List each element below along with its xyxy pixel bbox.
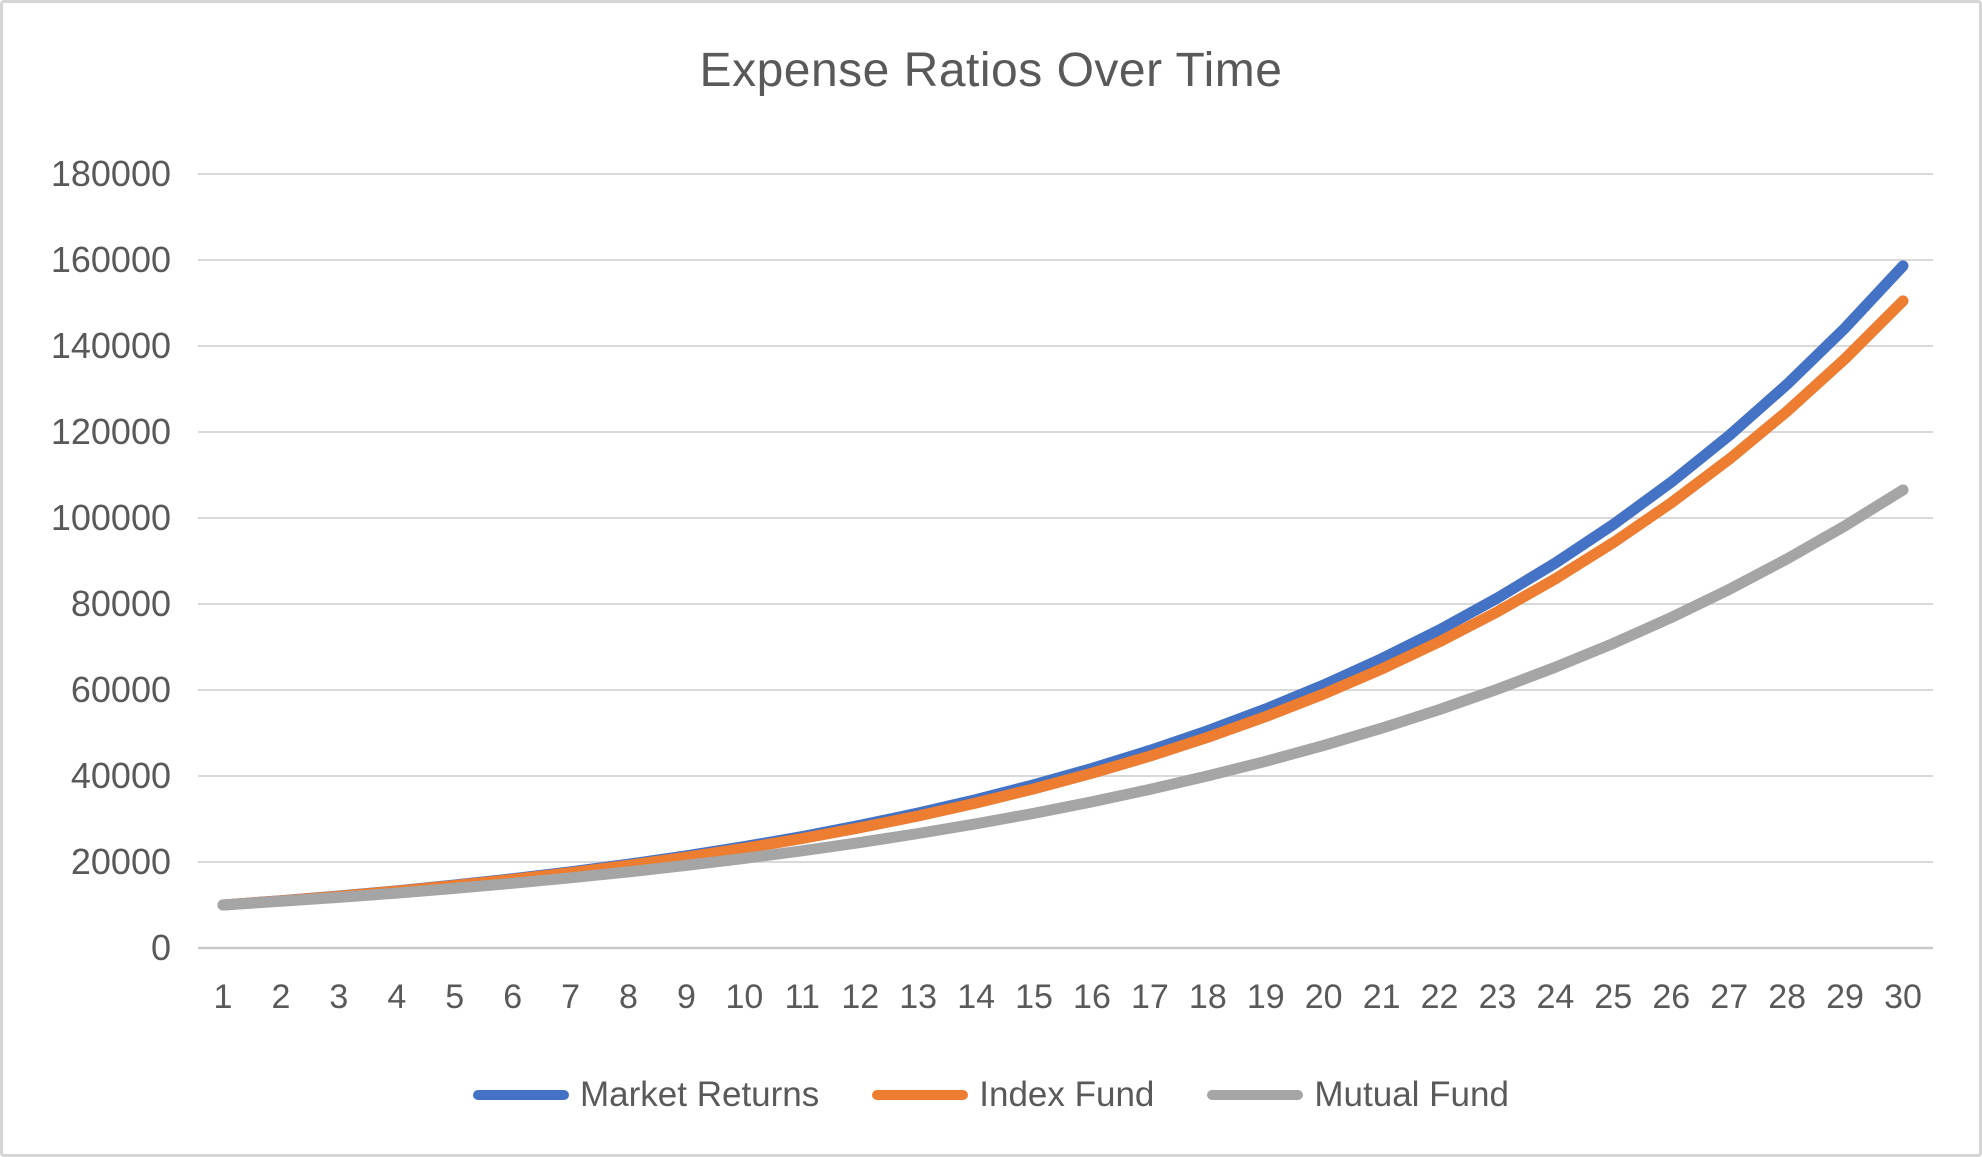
x-tick-label: 2	[271, 978, 290, 1016]
x-tick-label: 4	[387, 978, 406, 1016]
y-tick-label: 180000	[51, 153, 171, 194]
x-tick-label: 25	[1594, 978, 1632, 1016]
plot-area: 0 20000 40000 60000 80000 100000 120000 140000 1…	[51, 153, 1933, 1016]
y-tick-label: 140000	[51, 325, 171, 366]
legend-item-mutual-fund: Mutual Fund	[1207, 1075, 1509, 1115]
x-tick-label: 13	[899, 978, 937, 1016]
legend-item-index-fund: Index Fund	[872, 1075, 1154, 1115]
chart-title: Expense Ratios Over Time	[699, 44, 1283, 97]
x-tick-label: 28	[1768, 978, 1806, 1016]
x-tick-label: 17	[1131, 978, 1169, 1016]
y-tick-label: 20000	[71, 841, 171, 882]
legend-swatch-index-fund	[872, 1090, 969, 1100]
x-tick-label: 18	[1189, 978, 1227, 1016]
x-tick-label: 8	[619, 978, 638, 1016]
y-tick-label: 40000	[71, 755, 171, 796]
x-tick-label: 22	[1421, 978, 1459, 1016]
x-tick-label: 29	[1826, 978, 1864, 1016]
x-tick-label: 12	[841, 978, 879, 1016]
x-tick-label: 3	[329, 978, 348, 1016]
x-tick-label: 19	[1247, 978, 1285, 1016]
legend-swatch-mutual-fund	[1207, 1090, 1304, 1100]
x-tick-label: 27	[1710, 978, 1748, 1016]
x-tick-label: 1	[214, 978, 233, 1016]
x-tick-label: 9	[677, 978, 696, 1016]
x-tick-label: 26	[1652, 978, 1690, 1016]
y-tick-label: 0	[151, 927, 171, 968]
y-tick-label: 100000	[51, 497, 171, 538]
y-tick-label: 80000	[71, 583, 171, 624]
legend-label-market-returns: Market Returns	[580, 1075, 820, 1114]
x-tick-label: 10	[725, 978, 763, 1016]
x-tick-label: 14	[957, 978, 995, 1016]
y-tick-label: 60000	[71, 669, 171, 710]
legend: Market Returns Index Fund Mutual Fund	[3, 1071, 1979, 1119]
legend-swatch-market-returns	[473, 1090, 570, 1100]
x-tick-label: 15	[1015, 978, 1053, 1016]
x-tick-label: 16	[1073, 978, 1111, 1016]
series-line-mutual-fund	[217, 484, 1909, 911]
x-tick-label: 21	[1363, 978, 1401, 1016]
x-tick-label: 7	[561, 978, 580, 1016]
x-tick-label: 30	[1884, 978, 1922, 1016]
x-tick-label: 23	[1479, 978, 1517, 1016]
x-tick-label: 24	[1536, 978, 1574, 1016]
legend-item-market-returns: Market Returns	[473, 1075, 819, 1115]
x-tick-label: 11	[785, 978, 820, 1016]
series-line-index-fund	[217, 295, 1909, 911]
y-tick-label: 120000	[51, 411, 171, 452]
x-tick-label: 6	[503, 978, 522, 1016]
x-tick-label: 20	[1305, 978, 1343, 1016]
y-tick-label: 160000	[51, 239, 171, 280]
legend-label-mutual-fund: Mutual Fund	[1314, 1075, 1509, 1114]
x-tick-label: 5	[445, 978, 464, 1016]
legend-label-index-fund: Index Fund	[979, 1075, 1155, 1114]
